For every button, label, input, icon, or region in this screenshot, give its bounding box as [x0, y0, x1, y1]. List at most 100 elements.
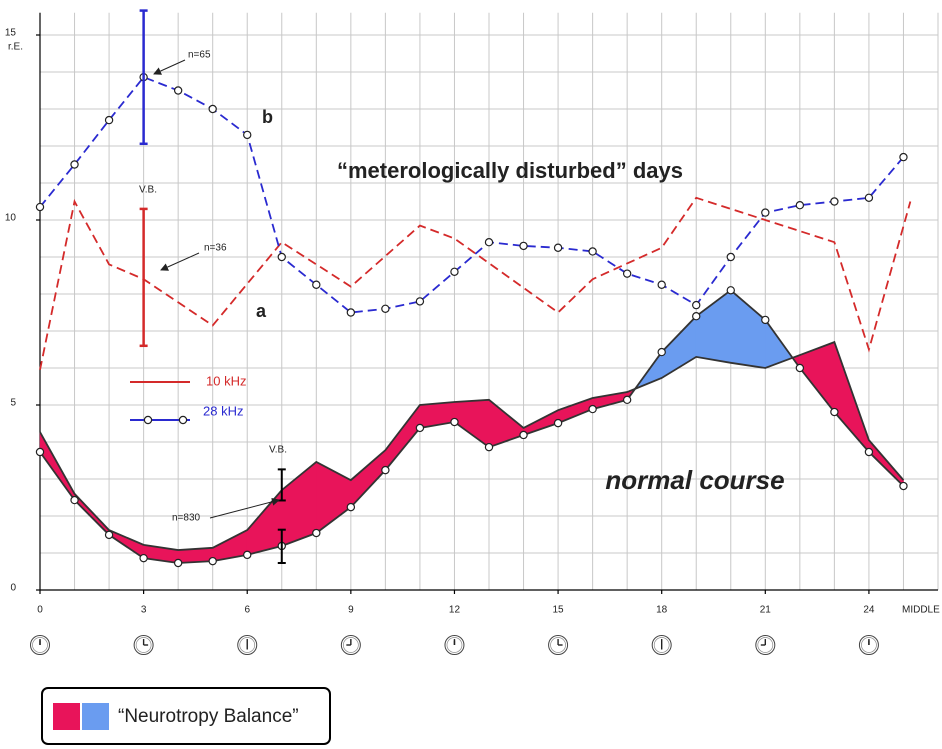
series-marker — [622, 269, 632, 278]
annotation-arrow — [209, 497, 280, 519]
clock-rim — [861, 637, 877, 653]
x-tick-label: 21 — [760, 605, 772, 616]
y-axis-label: r.E. — [8, 42, 23, 53]
annotation: b — [262, 107, 273, 127]
normal-marker — [692, 312, 701, 321]
series-marker — [70, 160, 79, 169]
clock-icon — [340, 635, 361, 655]
annotation: n=36 — [204, 243, 227, 254]
normal-marker — [726, 286, 735, 295]
normal-marker — [864, 447, 874, 457]
balance-area — [246, 489, 283, 556]
x-tick-label: 0 — [37, 605, 43, 616]
series-marker — [553, 243, 563, 252]
clock-rim — [446, 637, 463, 653]
series-marker — [692, 300, 701, 310]
x-tick-label: 15 — [553, 605, 565, 616]
annotation: “meterologically disturbed” days — [337, 158, 683, 183]
balance-area — [281, 461, 317, 547]
series-marker — [519, 241, 528, 251]
series-marker — [35, 202, 45, 212]
series-marker — [864, 193, 874, 202]
clock-icon — [444, 635, 465, 655]
series-marker — [415, 297, 425, 306]
x-tick-label: 3 — [141, 605, 147, 616]
legend-marker — [178, 415, 188, 425]
normal-marker — [899, 481, 908, 491]
balance-area — [454, 399, 490, 448]
y-tick-label: 10 — [5, 213, 17, 224]
series-marker — [381, 304, 390, 313]
legend-label: 10 kHz — [206, 373, 246, 388]
annotation-arrow — [153, 59, 186, 75]
normal-marker — [312, 528, 321, 538]
annotation: a — [256, 301, 267, 321]
annotation-arrow — [160, 252, 200, 271]
normal-marker — [657, 347, 666, 357]
normal-marker — [346, 502, 356, 512]
legend-box — [41, 687, 331, 745]
normal-marker — [104, 530, 114, 540]
normal-marker — [415, 423, 425, 433]
series-marker — [104, 115, 114, 125]
legend-label: 28 kHz — [203, 403, 243, 418]
y-tick-label: 0 — [10, 583, 16, 594]
clock-rim — [550, 637, 566, 653]
legend-text: “Neurotropy Balance” — [118, 706, 299, 727]
series-marker — [243, 130, 252, 140]
legend-swatch-pink — [53, 703, 80, 730]
series-marker — [726, 252, 735, 262]
clock-rim — [239, 637, 256, 653]
annotation: n=65 — [188, 50, 211, 61]
normal-marker — [173, 558, 183, 568]
clock-rim — [342, 637, 359, 653]
series-marker — [346, 308, 356, 317]
clock-icon — [651, 635, 672, 655]
balance-legend: “Neurotropy Balance” — [41, 687, 331, 745]
normal-marker — [830, 407, 839, 417]
balance-area — [523, 409, 559, 436]
normal-marker — [70, 495, 79, 505]
x-tick-label: 9 — [348, 605, 354, 616]
clock-icon — [548, 635, 569, 655]
clock-rim — [653, 637, 670, 653]
normal-marker — [519, 430, 528, 440]
x-end-label: MIDDLE — [902, 605, 940, 616]
clock-icon — [30, 635, 50, 655]
balance-area — [419, 401, 455, 429]
normal-marker — [622, 395, 632, 405]
clock-rim — [32, 637, 48, 653]
annotation: n=830 — [172, 513, 201, 524]
series-marker — [173, 86, 183, 95]
normal-upper-line — [39, 340, 905, 551]
annotation: V.B. — [139, 185, 157, 196]
x-tick-label: 24 — [863, 605, 875, 616]
series-marker — [277, 252, 286, 262]
x-tick-label: 12 — [449, 605, 461, 616]
normal-marker — [450, 417, 459, 427]
legend-marker — [143, 415, 153, 425]
series-marker — [830, 197, 839, 206]
series-marker — [450, 267, 459, 276]
balance-area — [695, 289, 732, 364]
balance-area — [385, 404, 421, 471]
normal-lower-line — [39, 289, 905, 564]
series-marker — [208, 104, 217, 114]
clock-icon — [858, 635, 879, 655]
normal-marker — [761, 315, 770, 325]
series-line — [39, 196, 912, 371]
series-marker — [484, 237, 494, 247]
normal-marker — [484, 442, 494, 452]
y-tick-label: 5 — [10, 398, 16, 409]
normal-marker — [588, 404, 597, 414]
legend-swatch-blue — [82, 703, 109, 730]
series-marker — [657, 280, 666, 289]
balance-area — [730, 289, 766, 369]
normal-marker — [208, 556, 217, 566]
series-marker — [312, 280, 321, 289]
series-marker — [899, 152, 908, 162]
x-tick-label: 18 — [656, 605, 668, 616]
series-line — [39, 76, 905, 314]
clock-icon — [755, 635, 776, 655]
